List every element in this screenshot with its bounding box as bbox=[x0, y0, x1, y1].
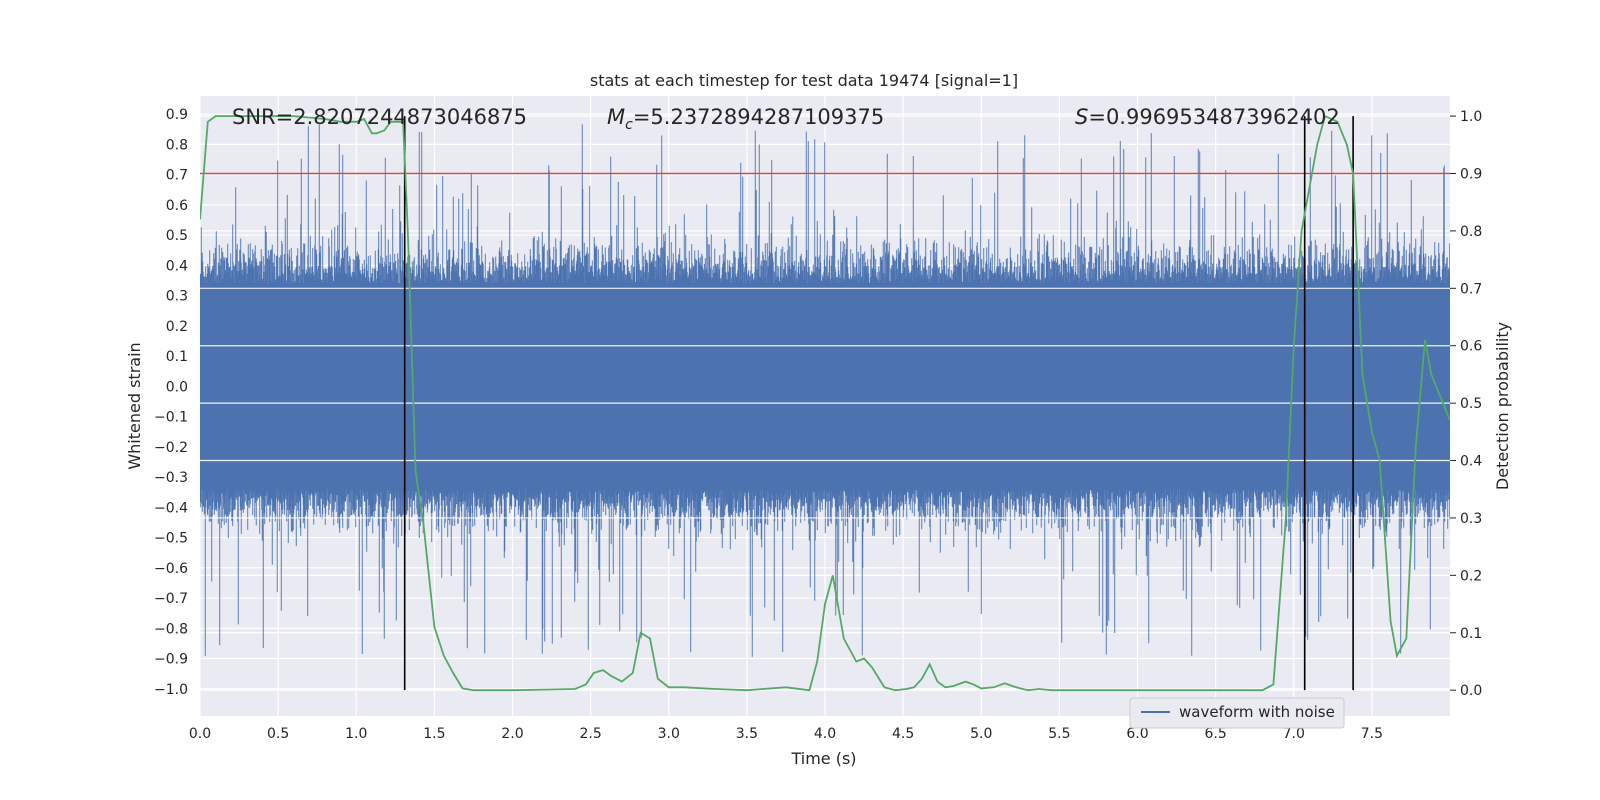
x-tick-label: 0.0 bbox=[189, 726, 211, 742]
overlay-lines bbox=[200, 114, 1450, 692]
x-tick-label: 6.0 bbox=[1126, 726, 1148, 742]
y-right-tick-label: 0.5 bbox=[1460, 396, 1482, 412]
s-annotation: S=0.9969534873962402 bbox=[1075, 105, 1340, 129]
x-tick-label: 1.5 bbox=[423, 726, 445, 742]
y-tick-label: −0.5 bbox=[154, 531, 188, 547]
y-right-tick-label: 1.0 bbox=[1460, 109, 1482, 125]
x-tick-label: 7.0 bbox=[1283, 726, 1305, 742]
y-tick-label: 0.0 bbox=[166, 379, 188, 395]
y-axis-label: Whitened strain bbox=[125, 342, 144, 469]
legend: waveform with noise bbox=[1129, 697, 1345, 729]
y-tick-label: −0.8 bbox=[154, 621, 188, 637]
chirp-mass-annotation: Mc=5.2372894287109375 bbox=[607, 105, 884, 133]
y-tick-label: 0.9 bbox=[166, 107, 188, 123]
y-tick-label: 0.7 bbox=[166, 168, 188, 184]
y-tick-label: 0.4 bbox=[166, 258, 188, 274]
x-tick-label: 0.5 bbox=[267, 726, 289, 742]
x-tick-label: 5.5 bbox=[1048, 726, 1070, 742]
x-tick-label: 6.5 bbox=[1204, 726, 1226, 742]
y-tick-label: 0.1 bbox=[166, 349, 188, 365]
x-tick-label: 7.5 bbox=[1361, 726, 1383, 742]
y-right-tick-label: 0.8 bbox=[1460, 224, 1482, 240]
x-tick-label: 5.0 bbox=[970, 726, 992, 742]
y-tick-label: −0.1 bbox=[154, 410, 188, 426]
y-tick-label: 0.2 bbox=[166, 319, 188, 335]
x-tick-label: 3.5 bbox=[736, 726, 758, 742]
y-tick-label: 0.3 bbox=[166, 289, 188, 305]
mc-symbol: M bbox=[607, 105, 625, 129]
y-axis-ticks: 0.9 0.8 0.7 0.6 0.5 0.4 0.3 0.2 0.1 0.0 −0.1 −0.2 −0… bbox=[154, 107, 188, 698]
y-right-tick-label: 0.2 bbox=[1460, 568, 1482, 584]
y-right-axis-label: Detection probability bbox=[1493, 322, 1512, 490]
y-tick-label: 0.5 bbox=[166, 228, 188, 244]
y-right-axis-ticks: 1.0 0.9 0.8 0.7 0.6 0.5 0.4 0.3 0.2 0.1 0.0 bbox=[1450, 109, 1482, 699]
legend-box bbox=[1129, 697, 1345, 729]
x-tick-label: 2.5 bbox=[579, 726, 601, 742]
x-tick-label: 2.0 bbox=[501, 726, 523, 742]
x-axis-label: Time (s) bbox=[790, 749, 856, 768]
y-tick-label: −0.3 bbox=[154, 470, 188, 486]
legend-label: waveform with noise bbox=[1179, 703, 1335, 721]
y-tick-label: −0.7 bbox=[154, 591, 188, 607]
y-tick-label: −0.6 bbox=[154, 561, 188, 577]
mc-subscript: c bbox=[625, 117, 633, 133]
y-tick-label: −1.0 bbox=[154, 682, 188, 698]
x-tick-label: 1.0 bbox=[345, 726, 367, 742]
y-right-tick-label: 0.9 bbox=[1460, 167, 1482, 183]
y-tick-label: −0.2 bbox=[154, 440, 188, 456]
waveform-series bbox=[200, 124, 1450, 657]
x-axis-ticks: 0.0 0.5 1.0 1.5 2.0 2.5 3.0 3.5 4.0 4.5 5.0 5.5 6.0 6… bbox=[189, 726, 1383, 742]
y-tick-label: 0.6 bbox=[166, 198, 188, 214]
probability-line bbox=[200, 114, 1450, 692]
y-right-tick-label: 0.4 bbox=[1460, 454, 1482, 470]
s-value: =0.9969534873962402 bbox=[1088, 105, 1339, 129]
y-right-tick-label: 0.3 bbox=[1460, 511, 1482, 527]
y-right-tick-label: 0.0 bbox=[1460, 683, 1482, 699]
s-symbol: S bbox=[1075, 105, 1088, 129]
x-tick-label: 4.0 bbox=[814, 726, 836, 742]
snr-annotation: SNR=2.8207244873046875 bbox=[232, 105, 527, 129]
y-tick-label: 0.8 bbox=[166, 137, 188, 153]
y-tick-label: −0.9 bbox=[154, 652, 188, 668]
chart-title: stats at each timestep for test data 194… bbox=[590, 71, 1018, 90]
waveform-core bbox=[200, 292, 1450, 481]
y-tick-label: −0.4 bbox=[154, 500, 188, 516]
y-right-tick-label: 0.1 bbox=[1460, 626, 1482, 642]
y-right-tick-label: 0.6 bbox=[1460, 339, 1482, 355]
y-right-tick-label: 0.7 bbox=[1460, 281, 1482, 297]
mc-value: =5.2372894287109375 bbox=[633, 105, 884, 129]
x-tick-label: 4.5 bbox=[892, 726, 914, 742]
x-tick-label: 3.0 bbox=[658, 726, 680, 742]
